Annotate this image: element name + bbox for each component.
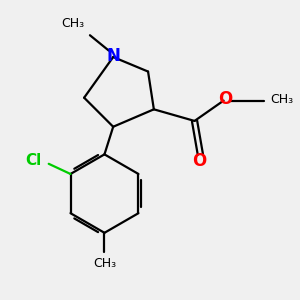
Text: O: O [192, 152, 206, 170]
Text: Cl: Cl [25, 153, 41, 168]
Text: O: O [218, 90, 232, 108]
Text: CH₃: CH₃ [61, 17, 85, 30]
Text: CH₃: CH₃ [270, 93, 293, 106]
Text: CH₃: CH₃ [93, 257, 116, 270]
Text: N: N [106, 46, 120, 64]
